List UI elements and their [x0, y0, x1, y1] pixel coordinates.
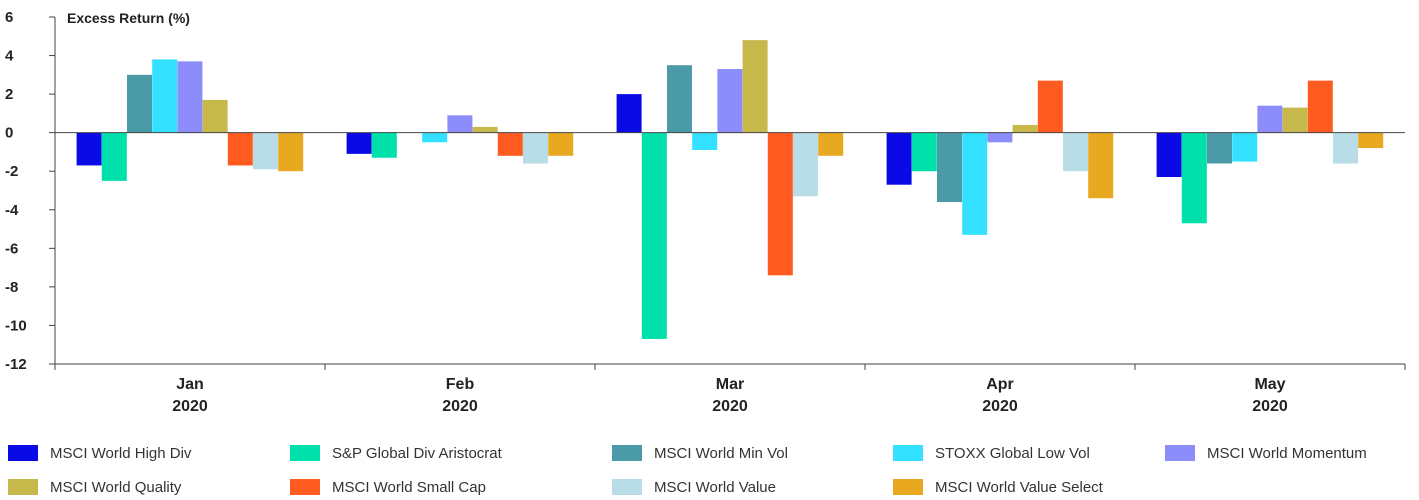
- bar: [793, 132, 818, 197]
- y-tick-label: 0: [5, 125, 13, 142]
- y-axis: 6 4 2 0 -2 -4 -6 -8 -10 -12: [5, 9, 56, 373]
- bar: [253, 132, 278, 170]
- bars: [76, 40, 1384, 339]
- bar: [641, 132, 667, 339]
- legend-swatch: [612, 445, 642, 461]
- x-category-year: 2020: [1252, 398, 1288, 415]
- bar: [1156, 132, 1182, 178]
- bar: [818, 132, 844, 156]
- y-tick-label: -6: [5, 240, 18, 257]
- legend-item: MSCI World Momentum: [1165, 444, 1367, 462]
- legend-item: S&P Global Div Aristocrat: [290, 444, 502, 462]
- bar: [127, 74, 152, 133]
- bar: [937, 132, 962, 203]
- bar: [717, 69, 743, 133]
- bar: [1307, 80, 1333, 133]
- legend-label: S&P Global Div Aristocrat: [332, 444, 502, 462]
- bar: [472, 126, 498, 133]
- bar: [548, 132, 574, 156]
- bar: [202, 99, 228, 133]
- legend-item: MSCI World Value Select: [893, 478, 1103, 496]
- x-category-month: May: [1254, 376, 1285, 393]
- y-tick-label: 6: [5, 9, 13, 26]
- bar: [1358, 132, 1384, 149]
- bar: [911, 132, 937, 172]
- bar: [523, 132, 548, 164]
- bar: [987, 132, 1013, 143]
- bar: [667, 65, 692, 133]
- bar: [1282, 107, 1308, 133]
- y-tick-label: 4: [5, 48, 14, 65]
- legend-label: STOXX Global Low Vol: [935, 444, 1090, 462]
- legend-label: MSCI World Value Select: [935, 478, 1103, 496]
- legend-swatch: [893, 479, 923, 495]
- legend-item: STOXX Global Low Vol: [893, 444, 1090, 462]
- bar: [962, 132, 988, 235]
- legend-swatch: [893, 445, 923, 461]
- bar: [616, 94, 642, 133]
- legend-label: MSCI World Min Vol: [654, 444, 788, 462]
- legend-label: MSCI World Small Cap: [332, 478, 486, 496]
- legend: MSCI World High Div S&P Global Div Aristo…: [0, 436, 1419, 500]
- x-category-year: 2020: [712, 398, 748, 415]
- bar: [1088, 132, 1114, 199]
- y-tick-label: -8: [5, 279, 18, 296]
- bar: [101, 132, 127, 181]
- x-category-month: Jan: [176, 376, 204, 393]
- excess-return-chart: Excess Return (%) 6 4 2 0 -2 -4 -6 -8 -10 -12 Jan…: [5, 9, 1406, 415]
- y-tick-label: -2: [5, 163, 18, 180]
- legend-label: MSCI World Momentum: [1207, 444, 1367, 462]
- legend-item: MSCI World Min Vol: [612, 444, 788, 462]
- bar: [1207, 132, 1232, 164]
- y-tick-label: -4: [5, 202, 19, 219]
- legend-item: MSCI World Quality: [8, 478, 181, 496]
- y-tick-label: -12: [5, 356, 27, 373]
- legend-item: MSCI World High Div: [8, 444, 191, 462]
- y-tick-label: 2: [5, 86, 13, 103]
- bar: [152, 59, 178, 133]
- bar: [1232, 132, 1258, 162]
- bar: [1333, 132, 1358, 164]
- bar: [76, 132, 102, 166]
- bar: [346, 132, 372, 154]
- legend-label: MSCI World Quality: [50, 478, 182, 496]
- bar: [692, 132, 718, 151]
- bar: [767, 132, 793, 276]
- legend-swatch: [612, 479, 642, 495]
- x-category-year: 2020: [442, 398, 478, 415]
- x-category-year: 2020: [982, 398, 1018, 415]
- legend-item: MSCI World Small Cap: [290, 478, 486, 496]
- bar: [886, 132, 912, 185]
- bar: [227, 132, 253, 166]
- bar: [1257, 105, 1283, 133]
- legend-swatch: [1165, 445, 1195, 461]
- bar: [1037, 80, 1063, 133]
- legend-swatch: [8, 479, 38, 495]
- bar: [1181, 132, 1207, 224]
- bar: [177, 61, 203, 133]
- x-category-month: Apr: [986, 376, 1014, 393]
- x-axis: Jan 2020 Feb 2020 Mar 2020 Apr 2020 May 2020: [54, 132, 1406, 415]
- bar: [497, 132, 523, 156]
- bar: [447, 115, 473, 133]
- y-tick-label: -10: [5, 317, 27, 334]
- legend-label: MSCI World Value: [654, 478, 776, 496]
- bar: [1063, 132, 1088, 172]
- legend-label: MSCI World High Div: [50, 444, 192, 462]
- bar: [1012, 124, 1038, 133]
- x-category-year: 2020: [172, 398, 208, 415]
- legend-swatch: [290, 445, 320, 461]
- bar: [278, 132, 304, 172]
- x-category-month: Feb: [446, 376, 475, 393]
- legend-item: MSCI World Value: [612, 478, 776, 496]
- bar: [422, 132, 448, 143]
- legend-swatch: [290, 479, 320, 495]
- bar: [742, 40, 768, 133]
- y-axis-title: Excess Return (%): [67, 10, 190, 26]
- x-category-month: Mar: [716, 376, 744, 393]
- bar: [371, 132, 397, 158]
- legend-swatch: [8, 445, 38, 461]
